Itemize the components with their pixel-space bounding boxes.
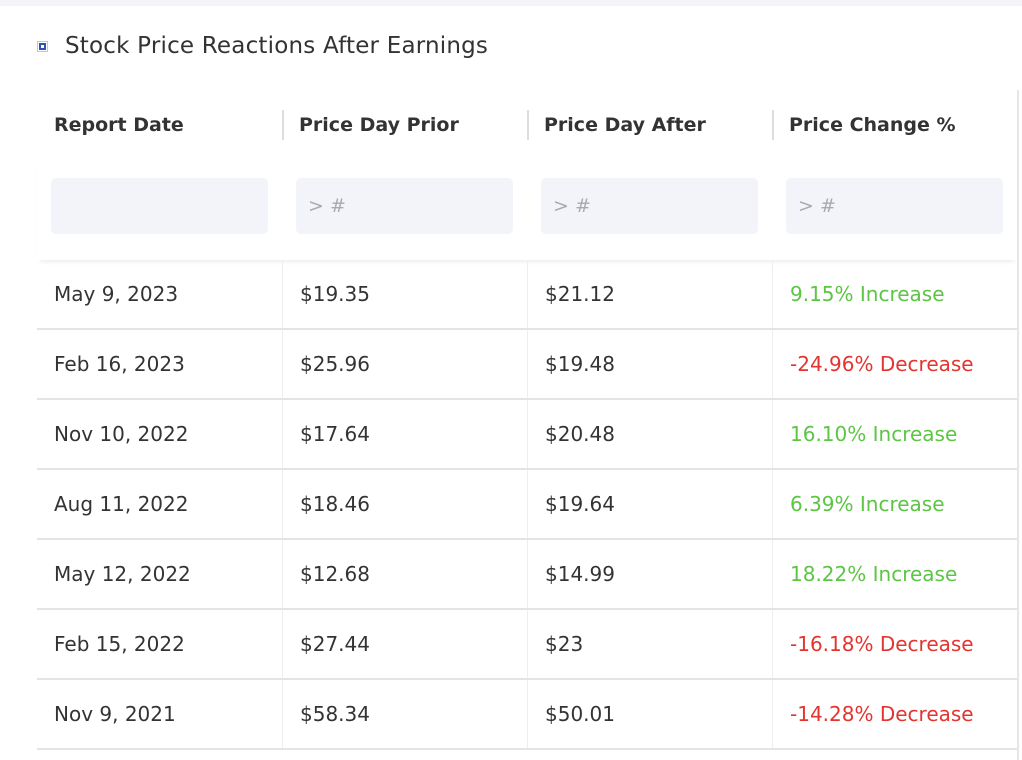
table-row[interactable]: Feb 16, 2023 $25.96 $19.48 -24.96% Decrease (37, 330, 1017, 400)
table-row[interactable]: Feb 15, 2022 $27.44 $23 -16.18% Decrease (37, 610, 1017, 680)
cell-price-change: 9.15% Increase (772, 260, 1017, 328)
column-header-report-date[interactable]: Report Date (54, 114, 184, 136)
filter-price-day-after[interactable] (541, 178, 758, 234)
cell-price-day-prior: $25.96 (282, 330, 527, 398)
cell-price-change: -24.96% Decrease (772, 330, 1017, 398)
cell-price-change: 16.10% Increase (772, 400, 1017, 468)
cell-report-date: Nov 10, 2022 (54, 422, 189, 446)
widget-title: Stock Price Reactions After Earnings (65, 33, 489, 59)
scrollbar-track[interactable] (1017, 90, 1019, 760)
cell-report-date: Feb 16, 2023 (54, 352, 185, 376)
table-row[interactable]: May 9, 2023 $19.35 $21.12 9.15% Increase (37, 260, 1017, 330)
cell-price-day-prior: $17.64 (282, 400, 527, 468)
table-body: May 9, 2023 $19.35 $21.12 9.15% Increase Feb… (37, 260, 1017, 750)
collapse-toggle-icon[interactable] (37, 40, 48, 52)
cell-price-day-after: $50.01 (527, 680, 772, 748)
column-header-price-change[interactable]: Price Change % (772, 110, 1017, 140)
cell-price-change: 18.22% Increase (772, 540, 1017, 608)
column-header-price-day-after[interactable]: Price Day After (527, 110, 772, 140)
cell-price-day-after: $19.64 (527, 470, 772, 538)
cell-price-change: 6.39% Increase (772, 470, 1017, 538)
cell-report-date: Aug 11, 2022 (54, 492, 189, 516)
cell-price-day-after: $23 (527, 610, 772, 678)
table-row[interactable]: Nov 9, 2021 $58.34 $50.01 -14.28% Decrease (37, 680, 1017, 750)
table-header: Report Date Price Day Prior Price Day Af… (37, 90, 1017, 160)
filter-price-change[interactable] (786, 178, 1003, 234)
cell-price-change: -16.18% Decrease (772, 610, 1017, 678)
cell-price-day-prior: $19.35 (282, 260, 527, 328)
cell-price-day-prior: $27.44 (282, 610, 527, 678)
cell-price-day-after: $14.99 (527, 540, 772, 608)
cell-price-change: -14.28% Decrease (772, 680, 1017, 748)
cell-price-day-after: $19.48 (527, 330, 772, 398)
cell-report-date: May 12, 2022 (54, 562, 191, 586)
cell-price-day-prior: $58.34 (282, 680, 527, 748)
cell-report-date: May 9, 2023 (54, 282, 179, 306)
cell-report-date: Feb 15, 2022 (54, 632, 185, 656)
table-row[interactable]: May 12, 2022 $12.68 $14.99 18.22% Increase (37, 540, 1017, 610)
table-row[interactable]: Aug 11, 2022 $18.46 $19.64 6.39% Increase (37, 470, 1017, 540)
cell-price-day-after: $20.48 (527, 400, 772, 468)
cell-price-day-prior: $12.68 (282, 540, 527, 608)
filter-price-day-prior[interactable] (296, 178, 513, 234)
table-row[interactable]: Nov 10, 2022 $17.64 $20.48 16.10% Increase (37, 400, 1017, 470)
top-bar (0, 0, 1022, 6)
earnings-table: Report Date Price Day Prior Price Day Af… (37, 90, 1017, 750)
filter-report-date[interactable] (51, 178, 268, 234)
cell-price-day-after: $21.12 (527, 260, 772, 328)
widget-header: Stock Price Reactions After Earnings (37, 33, 488, 59)
cell-report-date: Nov 9, 2021 (54, 702, 176, 726)
cell-price-day-prior: $18.46 (282, 470, 527, 538)
column-header-price-day-prior[interactable]: Price Day Prior (282, 110, 527, 140)
filter-row (37, 160, 1017, 260)
